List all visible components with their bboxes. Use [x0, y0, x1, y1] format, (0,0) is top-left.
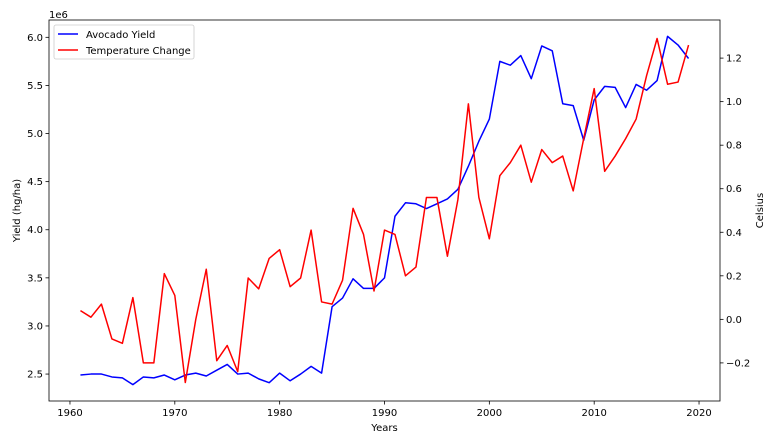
- legend-box: [53, 24, 195, 60]
- left-y-tick-label: 3.5: [27, 273, 43, 284]
- legend-label-temperature-change: Temperature Change: [85, 46, 191, 57]
- series-lines: [80, 35, 690, 386]
- left-y-tick-label: 4.5: [27, 177, 43, 188]
- left-y-tick-label: 5.5: [27, 81, 43, 92]
- right-y-tick-label: 0.8: [726, 141, 742, 152]
- legend-label-avocado-yield: Avocado Yield: [86, 30, 155, 41]
- left-y-tick-label: 3.0: [27, 321, 43, 332]
- x-tick-label: 1990: [372, 408, 397, 419]
- series-line-avocado-yield: [80, 35, 690, 386]
- left-axis-label: Yield (hg/ha): [12, 179, 23, 243]
- right-y-tick-label: 0.2: [726, 271, 742, 282]
- right-y-tick-label: 0.6: [726, 184, 742, 195]
- x-axis-label: Years: [370, 423, 397, 434]
- axes: 1960 1970 1980 1990 2000 2010 2020 2.5 3.0 3.5 4.0…: [27, 33, 750, 419]
- x-tick-label: 2020: [686, 408, 711, 419]
- x-tick-label: 1960: [57, 408, 82, 419]
- right-y-tick-label: 1.0: [726, 97, 742, 108]
- right-axis-label: Celsius: [755, 193, 766, 228]
- x-tick-label: 2000: [477, 408, 502, 419]
- right-y-tick-label: 0.4: [726, 228, 742, 239]
- x-tick-label: 1970: [162, 408, 187, 419]
- legend: Avocado Yield Temperature Change: [53, 24, 195, 60]
- x-tick-label: 2010: [581, 408, 606, 419]
- left-y-tick-label: 4.0: [27, 225, 43, 236]
- left-y-tick-label: 5.0: [27, 129, 43, 140]
- left-axis-multiplier: 1e6: [49, 10, 68, 21]
- x-tick-label: 1980: [267, 408, 292, 419]
- left-y-tick-label: 6.0: [27, 33, 43, 44]
- right-y-tick-label: −0.2: [726, 358, 750, 369]
- right-y-tick-label: 1.2: [726, 54, 742, 65]
- series-line-temperature-change: [80, 37, 690, 384]
- right-y-tick-label: 0.0: [726, 315, 742, 326]
- left-y-tick-label: 2.5: [27, 370, 43, 381]
